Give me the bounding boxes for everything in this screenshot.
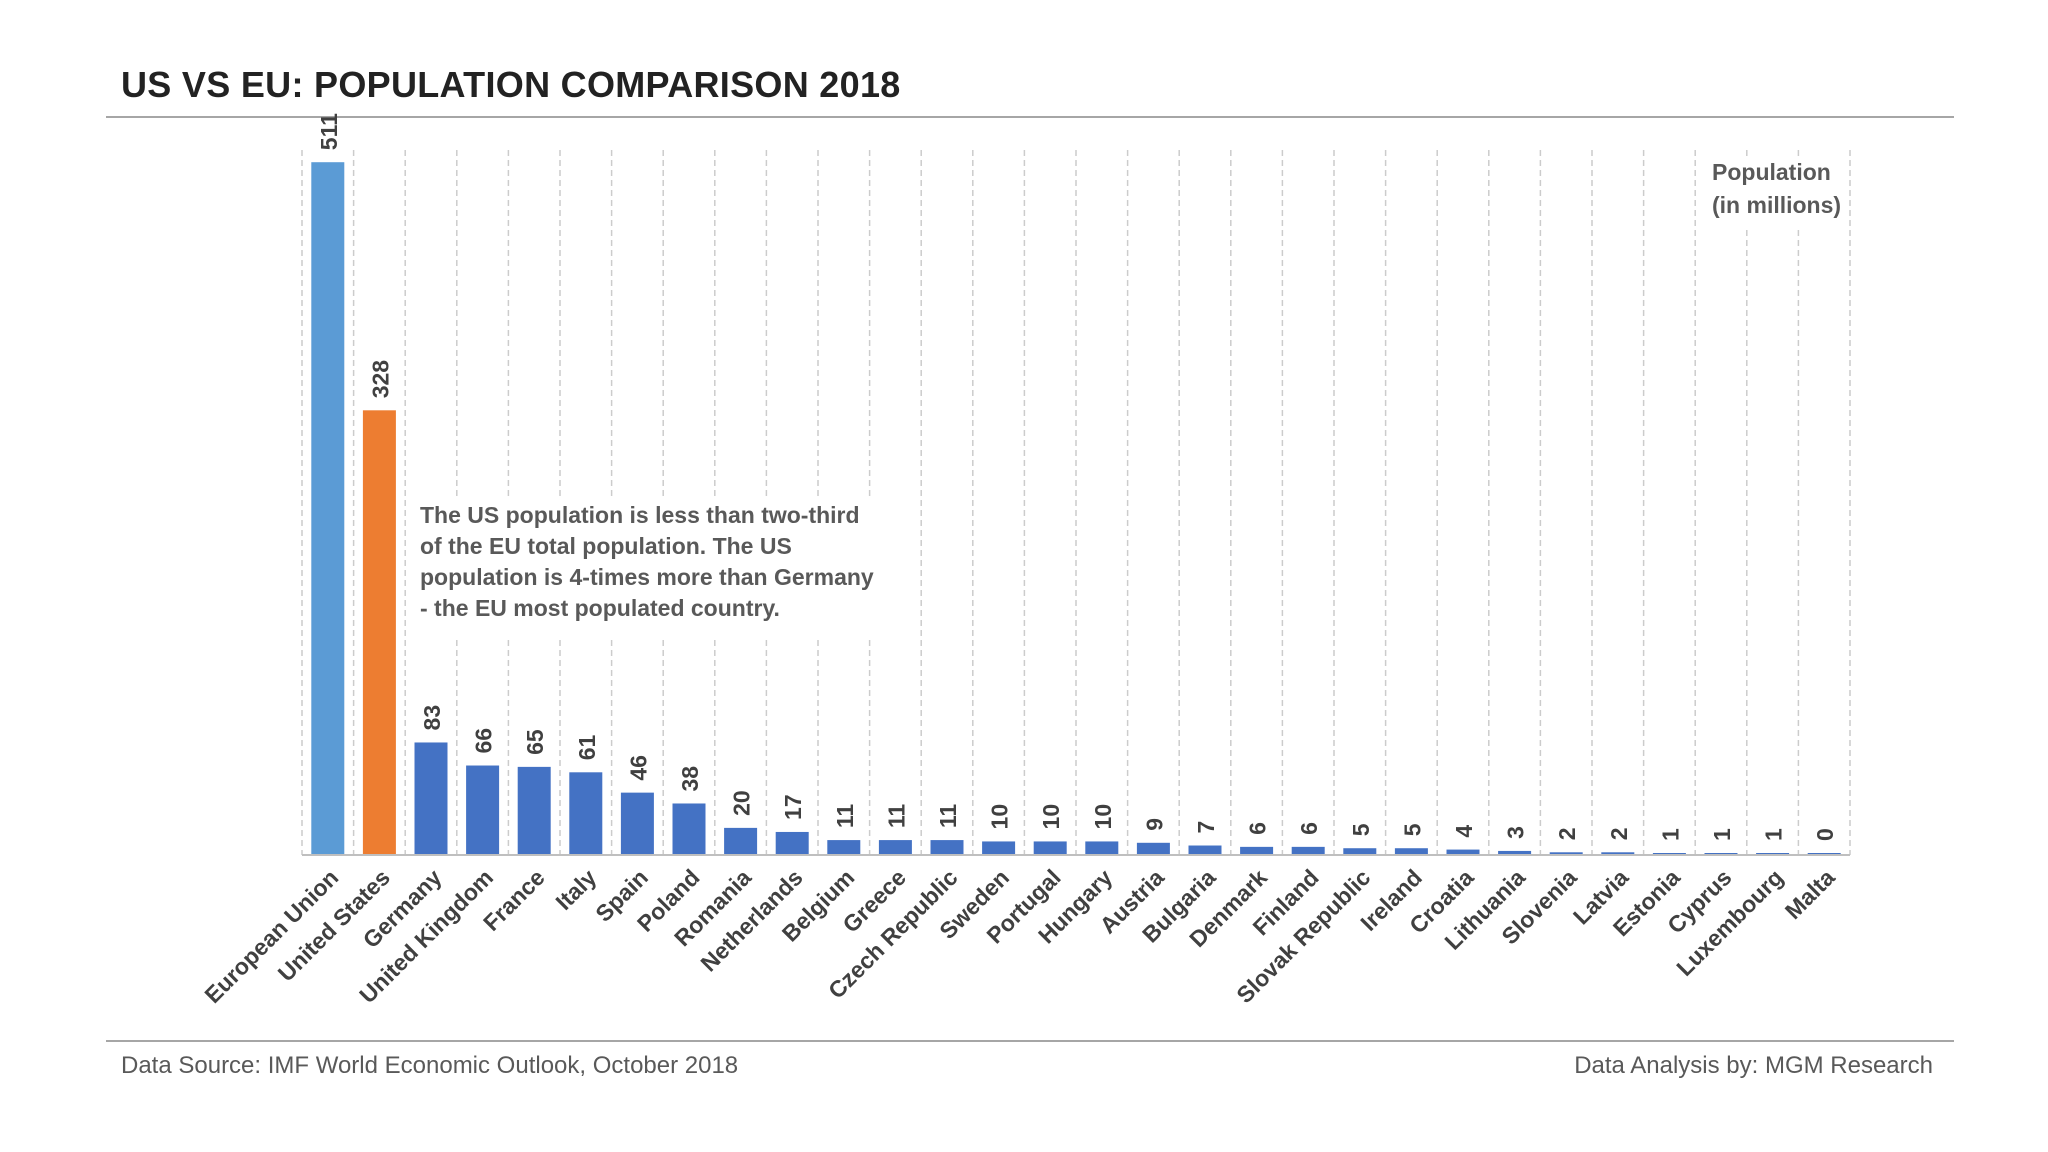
value-label: 3: [1503, 826, 1529, 839]
footer-divider: [106, 1040, 1954, 1042]
value-label: 46: [625, 755, 651, 781]
value-label: 65: [522, 729, 548, 755]
value-label: 1: [1761, 828, 1787, 841]
value-label: 17: [780, 794, 806, 820]
value-label: 11: [883, 804, 909, 829]
bar-slovak-republic: [1343, 848, 1377, 855]
value-label: 83: [419, 705, 445, 731]
bar-greece: [878, 840, 912, 855]
bar-belgium: [827, 840, 861, 855]
bar-romania: [724, 827, 758, 855]
unit-label: Population (in millions): [1712, 156, 1848, 226]
value-label: 1: [1709, 828, 1735, 841]
bar-finland: [1291, 846, 1325, 855]
bar-croatia: [1446, 849, 1480, 855]
value-label: 5: [1399, 823, 1425, 836]
bar-italy: [569, 772, 603, 855]
bar-hungary: [1085, 841, 1119, 855]
bar-sweden: [982, 841, 1016, 855]
value-label: 328: [367, 360, 393, 399]
bar-latvia: [1601, 852, 1635, 855]
value-label: 511: [316, 113, 342, 150]
value-label: 11: [832, 804, 858, 829]
value-label: 1: [1657, 828, 1683, 841]
bar-united-kingdom: [466, 765, 500, 855]
bar-bulgaria: [1188, 845, 1222, 855]
bar-france: [517, 766, 551, 855]
bar-european-union: [311, 162, 345, 856]
bar-spain: [620, 792, 654, 855]
value-label: 20: [729, 790, 755, 816]
annotation-text: The US population is less than two-third…: [414, 496, 884, 636]
unit-label-line1: Population: [1712, 159, 1831, 185]
bar-ireland: [1394, 848, 1428, 855]
value-label: 6: [1245, 822, 1271, 835]
bar-poland: [672, 803, 706, 855]
bar-austria: [1136, 842, 1170, 855]
value-label: 9: [1141, 818, 1167, 831]
bar-slovenia: [1549, 852, 1583, 855]
bar-czech-republic: [930, 840, 964, 855]
bar-germany: [414, 742, 448, 855]
bar-denmark: [1240, 846, 1274, 855]
bar-netherlands: [775, 831, 809, 855]
chart-title: US VS EU: POPULATION COMPARISON 2018: [121, 64, 901, 105]
bars: [311, 162, 1841, 856]
title-divider: [106, 116, 1954, 118]
value-label: 61: [574, 735, 600, 761]
value-label: 6: [1296, 822, 1322, 835]
value-label: 2: [1606, 827, 1632, 840]
value-label: 10: [1038, 804, 1064, 830]
value-label: 0: [1812, 828, 1838, 841]
value-label: 38: [677, 766, 703, 792]
bar-lithuania: [1498, 850, 1532, 855]
value-label: 66: [471, 728, 497, 754]
value-label: 10: [987, 804, 1013, 830]
value-label: 5: [1348, 823, 1374, 836]
value-label: 2: [1554, 827, 1580, 840]
value-label: 10: [1090, 804, 1116, 830]
unit-label-line2: (in millions): [1712, 192, 1842, 218]
data-source: Data Source: IMF World Economic Outlook,…: [121, 1052, 739, 1079]
bar-portugal: [1033, 841, 1067, 855]
bar-united-states: [362, 410, 396, 855]
data-credit: Data Analysis by: MGM Research: [1574, 1052, 1933, 1079]
value-label: 7: [1193, 821, 1219, 834]
category-label: Malta: [1780, 864, 1840, 924]
value-label: 4: [1451, 825, 1477, 838]
value-label: 11: [935, 804, 961, 829]
